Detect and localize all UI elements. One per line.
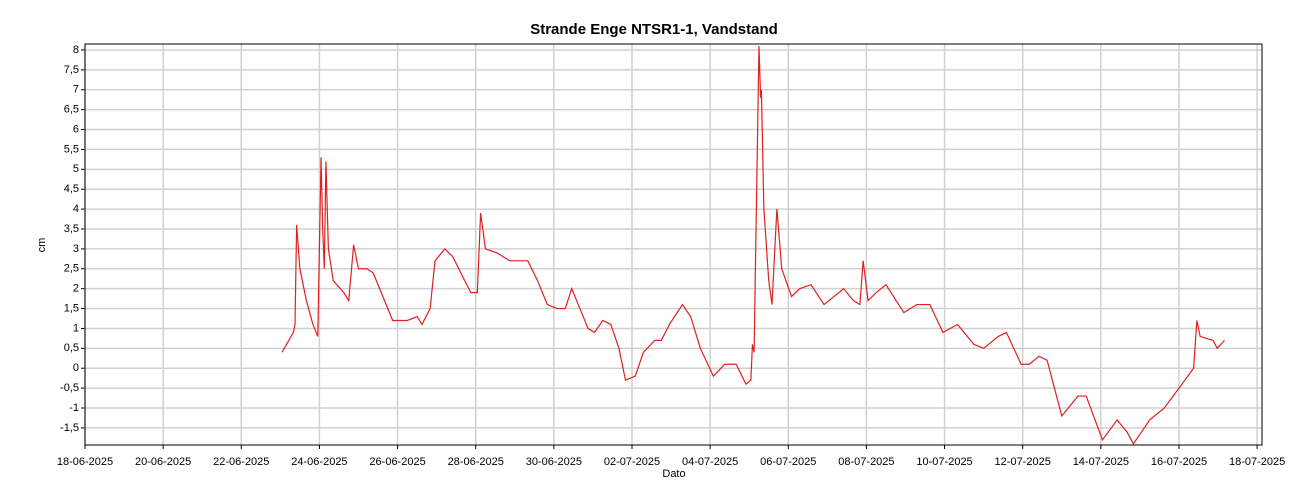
- y-tick-label: 2: [73, 283, 79, 295]
- y-tick-label: 4: [73, 203, 79, 215]
- y-tick-label: 1,5: [64, 302, 79, 314]
- x-tick-label: 10-07-2025: [916, 456, 972, 468]
- y-tick-label: 2,5: [64, 263, 79, 275]
- y-tick-label: 5: [73, 163, 79, 175]
- y-tick-label: -0,5: [60, 382, 79, 394]
- x-tick-label: 30-06-2025: [526, 456, 582, 468]
- x-tick-label: 20-06-2025: [135, 456, 191, 468]
- x-tick-label: 16-07-2025: [1151, 456, 1207, 468]
- x-tick-label: 26-06-2025: [369, 456, 425, 468]
- x-axis-label: Dato: [662, 468, 685, 480]
- y-tick-label: 0,5: [64, 342, 79, 354]
- y-axis-label: cm: [36, 238, 48, 253]
- y-tick-label: -1,5: [60, 422, 79, 434]
- x-tick-label: 18-07-2025: [1229, 456, 1285, 468]
- x-tick-label: 24-06-2025: [291, 456, 347, 468]
- x-tick-label: 02-07-2025: [604, 456, 660, 468]
- y-tick-label: 1: [73, 322, 79, 334]
- x-tick-label: 28-06-2025: [448, 456, 504, 468]
- x-tick-label: 08-07-2025: [838, 456, 894, 468]
- chart-title: Strande Enge NTSR1-1, Vandstand: [530, 21, 778, 38]
- y-tick-label: -1: [69, 402, 79, 414]
- y-tick-label: 7,5: [64, 64, 79, 76]
- y-tick-label: 0: [73, 362, 79, 374]
- x-tick-label: 04-07-2025: [682, 456, 738, 468]
- y-tick-label: 6: [73, 123, 79, 135]
- x-tick-label: 12-07-2025: [995, 456, 1051, 468]
- y-tick-label: 4,5: [64, 183, 79, 195]
- y-tick-label: 8: [73, 44, 79, 56]
- y-tick-label: 6,5: [64, 104, 79, 116]
- y-tick-label: 7: [73, 84, 79, 96]
- y-tick-label: 5,5: [64, 143, 79, 155]
- y-tick-label: 3,5: [64, 223, 79, 235]
- x-tick-label: 06-07-2025: [760, 456, 816, 468]
- y-tick-label: 3: [73, 243, 79, 255]
- plot-frame: [84, 43, 1263, 446]
- x-tick-label: 18-06-2025: [57, 456, 113, 468]
- data-line: [281, 45, 1226, 445]
- x-tick-label: 22-06-2025: [213, 456, 269, 468]
- x-tick-label: 14-07-2025: [1073, 456, 1129, 468]
